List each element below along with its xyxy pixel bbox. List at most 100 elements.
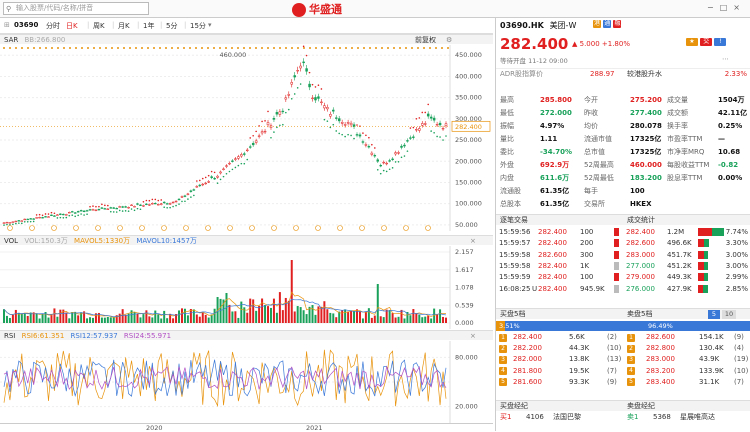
candle bbox=[97, 208, 101, 211]
event-marker bbox=[351, 47, 353, 49]
sar-dot bbox=[261, 120, 263, 123]
sar-dot bbox=[56, 217, 59, 219]
close-rsi-icon[interactable]: × bbox=[470, 332, 476, 340]
rsi6-line bbox=[3, 349, 447, 408]
event-marker bbox=[51, 47, 53, 49]
candle bbox=[435, 124, 439, 126]
sar-dot bbox=[187, 198, 189, 200]
broker-row: 买1 4106 法国巴黎 卖1 5368 星展唯高达 bbox=[496, 412, 750, 423]
sar-dot bbox=[249, 137, 252, 139]
buy-broker-name[interactable]: 法国巴黎 bbox=[553, 413, 581, 421]
candle bbox=[254, 140, 258, 143]
sar-dot bbox=[38, 213, 41, 216]
trade-icon[interactable]: 交 bbox=[700, 38, 713, 46]
volume-bar bbox=[264, 304, 267, 323]
sar-dot bbox=[86, 213, 88, 216]
volume-bar bbox=[5, 315, 8, 323]
event-marker bbox=[345, 47, 347, 49]
tab-monthly-k[interactable]: 月K bbox=[118, 22, 130, 30]
vol-axis-label: 1.617 bbox=[455, 266, 474, 274]
maximize-icon[interactable]: □ bbox=[719, 3, 734, 12]
event-marker bbox=[225, 47, 227, 49]
minimize-icon[interactable]: − bbox=[707, 3, 720, 12]
volume-bar bbox=[433, 308, 436, 323]
more-icon[interactable]: ⋯ bbox=[722, 55, 729, 63]
settings-icon[interactable]: ⚙ bbox=[446, 36, 453, 44]
indicator-name[interactable]: SAR bbox=[4, 36, 19, 44]
candle bbox=[106, 208, 110, 210]
sell-broker-name[interactable]: 星展唯高达 bbox=[680, 413, 715, 421]
close-icon[interactable]: × bbox=[733, 3, 746, 12]
candle bbox=[154, 202, 157, 205]
alert-icon[interactable]: ! bbox=[714, 38, 727, 46]
tab-5-min[interactable]: 5分 bbox=[166, 22, 178, 30]
stat-label: 股息率TTM bbox=[667, 174, 703, 182]
levels-5-button[interactable]: 5 bbox=[708, 310, 720, 319]
dividend-marker-icon bbox=[183, 225, 189, 231]
dist-pct: 2.85% bbox=[725, 284, 748, 293]
volume-bar bbox=[189, 308, 192, 323]
event-marker bbox=[441, 47, 443, 49]
volume-bar bbox=[293, 311, 296, 323]
candle bbox=[284, 97, 288, 100]
volume-bar bbox=[207, 317, 210, 323]
candle bbox=[29, 218, 32, 220]
sell-broker-rank: 卖1 bbox=[627, 413, 639, 421]
event-marker bbox=[243, 47, 245, 49]
tab-daily-k[interactable]: 日K bbox=[66, 22, 78, 30]
stat-value: 1.11 bbox=[540, 135, 558, 143]
change-pct: +1.80% bbox=[601, 40, 630, 48]
tab-intraday[interactable]: 分时 bbox=[46, 22, 60, 30]
buy-ratio-fill bbox=[496, 321, 505, 331]
volume-bar bbox=[358, 311, 361, 323]
tab-1-year[interactable]: 1年 bbox=[143, 22, 155, 30]
search-input[interactable]: ⚲ 输入股票/代码/名称/拼音 bbox=[3, 2, 149, 15]
dividend-marker-icon bbox=[315, 225, 321, 231]
candle bbox=[364, 144, 368, 146]
price-chart: 450.000 400.000 350.000 300.000 250.000 200.0… bbox=[0, 45, 491, 231]
trade-row: 15:59:58 282.400 1K bbox=[496, 261, 623, 272]
sar-dot bbox=[41, 214, 44, 217]
dividend-marker-icon bbox=[51, 225, 57, 231]
tab-15-min[interactable]: 15分 bbox=[190, 22, 206, 30]
candle bbox=[231, 160, 234, 162]
candle bbox=[272, 118, 276, 120]
sar-dot bbox=[71, 214, 74, 216]
volume-bar bbox=[442, 316, 445, 323]
candle bbox=[68, 212, 71, 214]
rsi-title[interactable]: RSI bbox=[4, 332, 16, 340]
x-label-2021: 2021 bbox=[306, 424, 323, 432]
dist-sell-bar bbox=[703, 261, 709, 270]
quote-actions: ★ 交 ! bbox=[686, 38, 727, 46]
stat-value: — bbox=[718, 135, 725, 143]
event-marker bbox=[129, 47, 131, 49]
levels-10-button[interactable]: 10 bbox=[722, 310, 736, 319]
event-marker bbox=[189, 47, 191, 49]
tab-weekly-k[interactable]: 周K bbox=[93, 22, 105, 30]
volume-bar bbox=[231, 311, 234, 323]
expand-icon[interactable]: ⊞ bbox=[4, 21, 10, 29]
volume-bar bbox=[347, 311, 350, 323]
candle bbox=[429, 116, 433, 119]
candle bbox=[38, 216, 41, 219]
dist-row: 283.000 451.7K 3.00% bbox=[626, 250, 748, 259]
candle bbox=[237, 156, 240, 159]
volume-bar bbox=[302, 310, 305, 323]
adjust-mode[interactable]: 前复权 bbox=[415, 36, 436, 44]
volume-bar bbox=[326, 309, 329, 323]
period-dropdown-icon[interactable]: ▾ bbox=[208, 21, 212, 29]
close-vol-icon[interactable]: × bbox=[470, 237, 476, 245]
candle bbox=[35, 217, 38, 219]
volume-bar bbox=[83, 311, 86, 323]
volume-bar bbox=[8, 317, 11, 323]
sar-dot bbox=[246, 158, 249, 161]
star-icon[interactable]: ★ bbox=[686, 38, 698, 46]
sar-dot bbox=[439, 136, 441, 138]
event-marker bbox=[93, 47, 95, 49]
candle bbox=[204, 182, 207, 185]
volume-bar bbox=[243, 307, 246, 323]
vol-title[interactable]: VOL bbox=[4, 237, 19, 245]
candle bbox=[257, 135, 261, 137]
stat-label: 成交额 bbox=[667, 109, 688, 117]
price-axis-label: 450.000 bbox=[455, 51, 482, 59]
